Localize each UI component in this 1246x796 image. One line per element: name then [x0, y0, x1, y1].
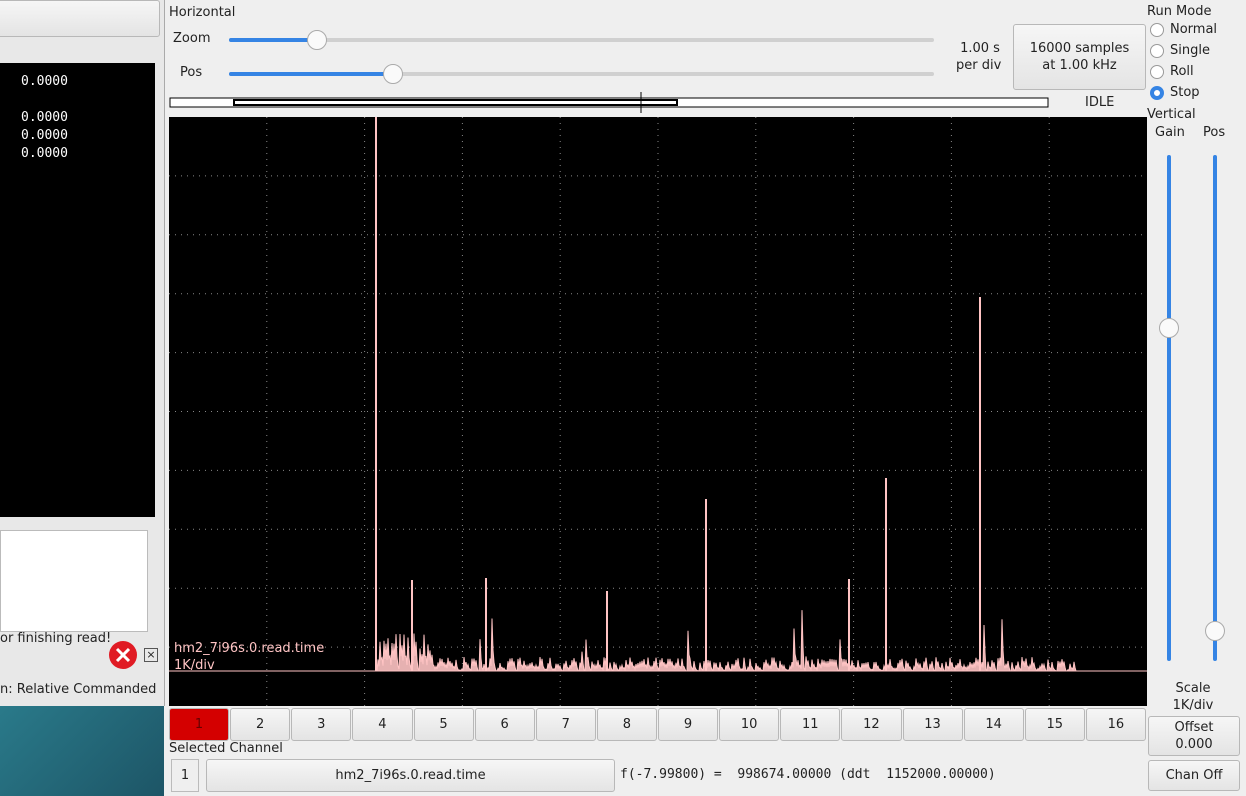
- text: 0.000: [1175, 737, 1213, 752]
- scale-label: 1K/div: [174, 658, 215, 673]
- channel-bar: 1 2 3 4 5 6 7 8 9 10 11 12 13 14 15 16: [169, 708, 1147, 741]
- scope-display: hm2_7i96s.0.read.time 1K/div: [169, 117, 1147, 706]
- channel-button[interactable]: 5: [413, 708, 474, 741]
- channel-button[interactable]: 9: [658, 708, 719, 741]
- channel-button[interactable]: 11: [780, 708, 841, 741]
- label: Pos: [1203, 125, 1226, 140]
- text: hm2_7i96s.0.read.time: [335, 768, 486, 783]
- channel-button[interactable]: 8: [596, 708, 657, 741]
- slider-knob[interactable]: [1159, 318, 1179, 338]
- state: IDLE: [1085, 95, 1115, 110]
- radio[interactable]: [1150, 22, 1164, 37]
- channel-button[interactable]: 3: [291, 708, 352, 741]
- text: Chan Off: [1165, 768, 1223, 783]
- message: or finishing read!: [0, 631, 112, 646]
- channel-button[interactable]: 1: [169, 708, 230, 741]
- channel-button[interactable]: 4: [352, 708, 413, 741]
- meter-panel: 0.0000 0.0000 0.0000 0.0000: [0, 63, 155, 517]
- channel-number: 1: [171, 759, 199, 792]
- samples-button[interactable]: 16000 samples at 1.00 kHz: [1013, 24, 1146, 90]
- zoom-slider[interactable]: [229, 38, 934, 42]
- pos-slider[interactable]: [1213, 155, 1217, 661]
- label: Scale: [1175, 681, 1211, 696]
- gain-slider[interactable]: [1167, 155, 1171, 661]
- channel-label: hm2_7i96s.0.read.time: [174, 641, 324, 656]
- chan-off-button[interactable]: Chan Off: [1148, 760, 1240, 791]
- radio-option[interactable]: Stop: [1150, 85, 1200, 100]
- radio-label: Roll: [1170, 64, 1194, 79]
- slider-knob[interactable]: [383, 64, 403, 84]
- text: at 1.00 kHz: [1042, 58, 1117, 73]
- group-title: Run Mode: [1147, 4, 1212, 19]
- rate: 1.00 s per div: [956, 40, 1001, 74]
- label: Gain: [1155, 125, 1185, 140]
- channel-name-button[interactable]: hm2_7i96s.0.read.time: [206, 759, 615, 792]
- group-title: Horizontal: [169, 5, 236, 20]
- message-box: [0, 530, 148, 632]
- channel-button[interactable]: 2: [230, 708, 291, 741]
- meter-value: 0.0000: [21, 110, 68, 125]
- radio-option[interactable]: Normal: [1150, 22, 1217, 37]
- text: 16000 samples: [1029, 41, 1130, 56]
- channel-button[interactable]: 14: [963, 708, 1024, 741]
- readout: f(-7.99800) = 998674.00000 (ddt 1152000.…: [620, 767, 996, 782]
- channel-button[interactable]: 16: [1085, 708, 1146, 741]
- meter-value: 0.0000: [21, 128, 68, 143]
- channel-button[interactable]: 7: [535, 708, 596, 741]
- radio-label: Normal: [1170, 22, 1218, 37]
- channel-button[interactable]: 6: [474, 708, 535, 741]
- meter-value: 0.0000: [21, 74, 68, 89]
- radio[interactable]: [1150, 43, 1164, 58]
- radio-label: Single: [1170, 43, 1210, 58]
- radio-label: Stop: [1170, 85, 1200, 100]
- meter-value: 0.0000: [21, 146, 68, 161]
- overview-bar: [169, 92, 1049, 113]
- channel-button[interactable]: 15: [1024, 708, 1085, 741]
- radio[interactable]: [1150, 64, 1164, 79]
- group-title: Vertical: [1147, 107, 1196, 122]
- close-button[interactable]: ×: [144, 648, 158, 662]
- channel-button[interactable]: 13: [902, 708, 963, 741]
- trace: [169, 610, 1147, 672]
- message: n: Relative Commanded: [0, 682, 157, 697]
- slider-knob[interactable]: [1205, 621, 1225, 641]
- label: Zoom: [173, 31, 211, 46]
- radio[interactable]: [1150, 85, 1164, 100]
- text: 1.00 s: [960, 41, 1000, 56]
- radio-option[interactable]: Single: [1150, 43, 1210, 58]
- radio-option[interactable]: Roll: [1150, 64, 1194, 79]
- label: Pos: [180, 65, 203, 80]
- offset-button[interactable]: Offset 0.000: [1148, 716, 1240, 756]
- text: Offset: [1174, 720, 1214, 735]
- value: 1K/div: [1172, 698, 1214, 713]
- text: per div: [956, 58, 1002, 73]
- desktop: [0, 706, 164, 796]
- slider-knob[interactable]: [307, 30, 327, 50]
- channel-button[interactable]: 10: [719, 708, 780, 741]
- left-button[interactable]: [0, 0, 160, 37]
- pos-slider[interactable]: [229, 72, 934, 76]
- error-icon: [109, 641, 137, 669]
- channel-button[interactable]: 12: [841, 708, 902, 741]
- group-title: Selected Channel: [169, 741, 283, 756]
